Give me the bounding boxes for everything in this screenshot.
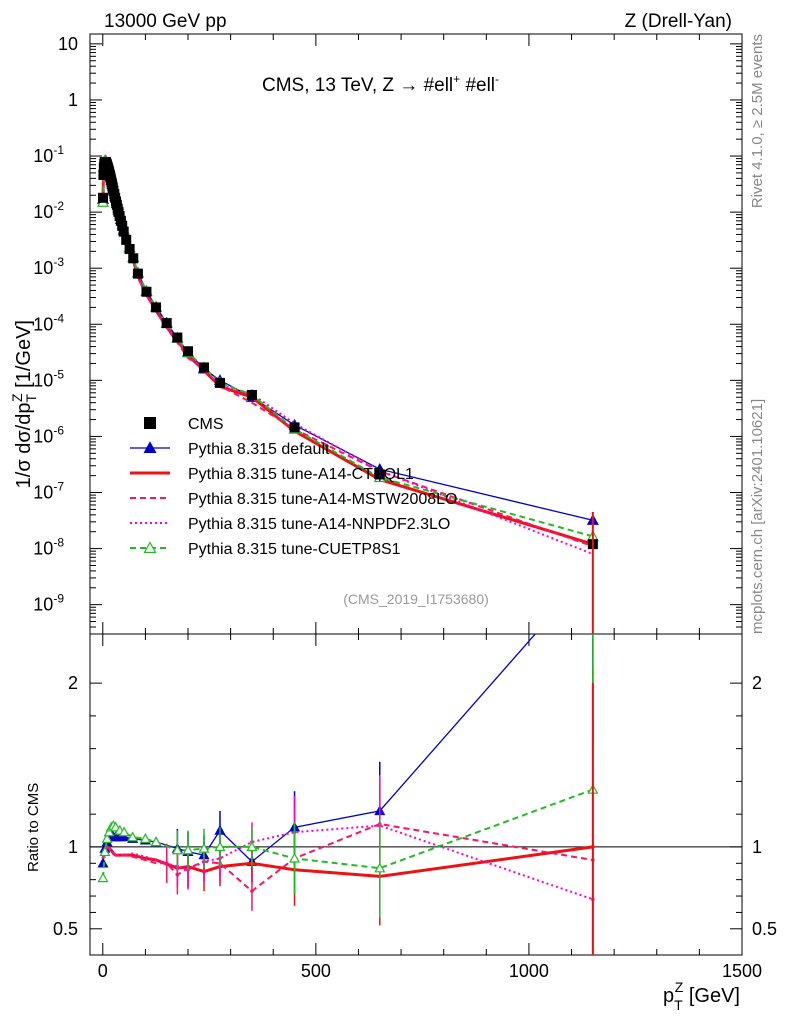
ratio-point [118, 831, 130, 842]
cms-point [117, 220, 128, 231]
plot-title-sup1: + [453, 72, 460, 86]
cms-point [132, 268, 143, 279]
ratio-tick-label: 0.5 [53, 919, 78, 939]
data-marks [90, 154, 742, 955]
rivet-label: Rivet 4.1.0, ≥ 2.5M events [749, 34, 766, 208]
cms-point [214, 377, 225, 388]
ratio-point [289, 852, 301, 863]
series-line-3 [102, 161, 594, 548]
plot-title: CMS, 13 TeV, Z → #ell+ #ell- [262, 72, 499, 96]
ratio-point [214, 841, 226, 852]
ratio-point [103, 826, 115, 837]
plot-title-main: CMS, 13 TeV, Z → #ell [262, 75, 453, 96]
x-tick-label: 1500 [722, 961, 762, 981]
header-left: 13000 GeV pp [104, 11, 227, 32]
ratio-line-0 [102, 634, 537, 864]
y-tick-label: 10-5 [33, 367, 64, 390]
ratio-tick-label-right: 2 [752, 673, 762, 693]
cms-point [118, 226, 129, 237]
ratio-point [182, 844, 194, 855]
cms-point [124, 243, 135, 254]
legend-label-3: Pythia 8.315 tune-A14-MSTW2008LO [188, 491, 457, 508]
series-line-2 [101, 161, 594, 546]
legend-marker-1 [143, 441, 157, 453]
y-tick-label: 1 [68, 90, 78, 110]
cms-point [289, 422, 300, 433]
cms-point [198, 362, 209, 373]
y-tick-label: 10-1 [33, 143, 64, 166]
cms-point [97, 192, 108, 203]
ratio-point [97, 872, 109, 883]
cms-point [98, 169, 109, 180]
cms-point [246, 389, 257, 400]
svg-text:CMS, 13 TeV, Z → #ell+ #ell-: CMS, 13 TeV, Z → #ell+ #ell- [262, 72, 499, 96]
ratio-point [101, 832, 113, 843]
cms-point [172, 332, 183, 343]
ratio-point [246, 841, 258, 852]
ratio-tick-label-right: 1 [752, 837, 762, 857]
x-axis-label: pTZ [GeV] [663, 979, 740, 1013]
legend-label-0: CMS [188, 416, 224, 433]
y-tick-label: 10-9 [33, 592, 64, 615]
cms-point [128, 253, 139, 264]
ratio-point [118, 826, 130, 837]
ratio-line-4 [102, 788, 594, 879]
main-series-group [96, 154, 599, 634]
cms-point [115, 215, 126, 226]
cms-point [183, 346, 194, 357]
y-tick-label: 10-3 [33, 255, 64, 278]
plot-title-mid: #ell [460, 75, 495, 96]
axis-ticks: 0 500 1000 1500 10 1 10-1 10-2 10-3 10-4 10-5 10-6 1… [33, 34, 777, 981]
cms-point [121, 234, 132, 245]
ratio-point [171, 844, 183, 855]
ratio-point [250, 889, 254, 893]
header-right: Z (Drell-Yan) [625, 11, 732, 32]
cms-point [161, 318, 172, 329]
ratio-plot-frame [89, 633, 743, 956]
legend-marker-5 [143, 541, 157, 553]
ratio-point [198, 842, 210, 853]
y-tick-label: 10-4 [33, 311, 64, 334]
y-tick-label: 10-8 [33, 536, 64, 559]
ratio-tick-label: 2 [68, 673, 78, 693]
cms-point [141, 286, 152, 297]
ratio-point [139, 832, 151, 843]
analysis-id: (CMS_2019_I1753680) [343, 591, 489, 607]
cms-point [151, 302, 162, 313]
y-axis-label: 1/σ dσ/dpTZ [1/GeV] [9, 320, 39, 488]
legend-label-4: Pythia 8.315 tune-A14-NNPDF2.3LO [188, 516, 450, 533]
y-tick-label: 10-7 [33, 480, 64, 503]
y-tick-label: 10-2 [33, 199, 64, 222]
x-tick-label: 1000 [509, 961, 549, 981]
x-tick-label: 0 [98, 961, 108, 981]
ratio-series-group [97, 634, 599, 955]
ratio-line-3 [102, 824, 594, 901]
ratio-axis-label: Ratio to CMS [25, 783, 42, 872]
legend-label-2: Pythia 8.315 tune-A14-CTEQL1 [188, 466, 414, 483]
y-tick-label: 10 [58, 34, 78, 54]
y-tick-label: 10-6 [33, 423, 64, 446]
ratio-point [374, 862, 386, 873]
legend: CMS Pythia 8.315 default Pythia 8.315 tune… [130, 416, 457, 558]
ratio-point [150, 836, 162, 847]
mcplots-label: mcplots.cern.ch [arXiv:2401.10621] [749, 399, 766, 634]
legend-marker-0 [144, 417, 156, 429]
x-tick-label: 500 [301, 961, 331, 981]
ratio-point [127, 831, 139, 842]
ratio-point [99, 846, 111, 857]
legend-label-1: Pythia 8.315 default [188, 441, 330, 458]
plot-title-sup2: - [495, 72, 499, 86]
legend-label-5: Pythia 8.315 tune-CUETP8S1 [188, 541, 401, 558]
ratio-tick-label-right: 0.5 [752, 919, 777, 939]
ratio-tick-label: 1 [68, 837, 78, 857]
